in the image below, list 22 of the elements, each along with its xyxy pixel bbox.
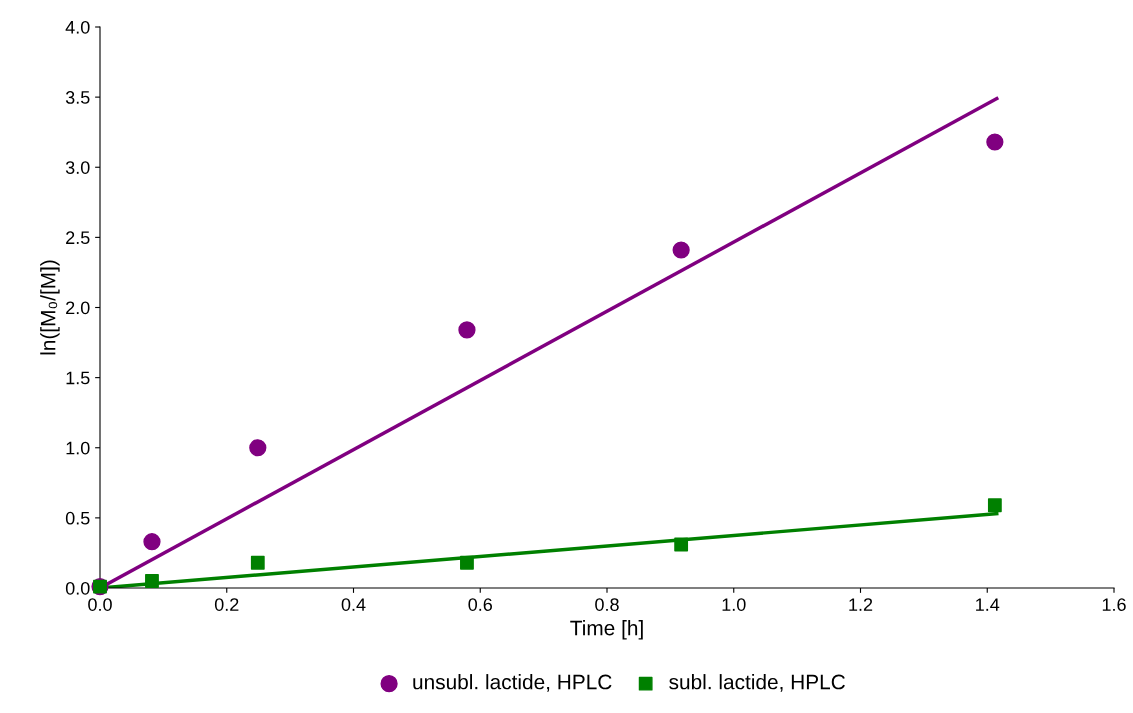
y-axis-title: ln([M₀/[M]) bbox=[40, 260, 60, 355]
y-tick-label: 1.0 bbox=[66, 441, 90, 455]
x-tick-label: 0.4 bbox=[341, 598, 366, 611]
legend-label: subl. lactide, HPLC bbox=[669, 674, 845, 692]
x-tick-label: 0.0 bbox=[88, 598, 112, 611]
x-tick-label: 0.8 bbox=[595, 598, 619, 611]
x-tick-label: 0.2 bbox=[214, 598, 239, 611]
y-tick-label: 0.5 bbox=[65, 511, 90, 525]
x-axis-title: Time [h] bbox=[570, 620, 643, 640]
x-tick-label: 1.6 bbox=[1102, 598, 1126, 611]
y-tick-label: 3.0 bbox=[65, 161, 90, 174]
y-tick-label: 2.5 bbox=[66, 231, 90, 245]
x-tick-label: 1.0 bbox=[722, 598, 746, 611]
y-tick-label: 1.5 bbox=[66, 371, 90, 385]
y-tick-label: 4.0 bbox=[65, 20, 90, 34]
x-tick-label: 1.2 bbox=[849, 598, 873, 611]
legend-label: unsubl. lactide, HPLC bbox=[413, 674, 612, 692]
y-tick-label: 2.0 bbox=[66, 301, 90, 315]
x-tick-label: 0.6 bbox=[468, 598, 493, 611]
y-tick-label: 0.0 bbox=[65, 581, 90, 595]
x-tick-label: 1.4 bbox=[976, 598, 1000, 611]
y-tick-label: 3.5 bbox=[65, 91, 90, 104]
